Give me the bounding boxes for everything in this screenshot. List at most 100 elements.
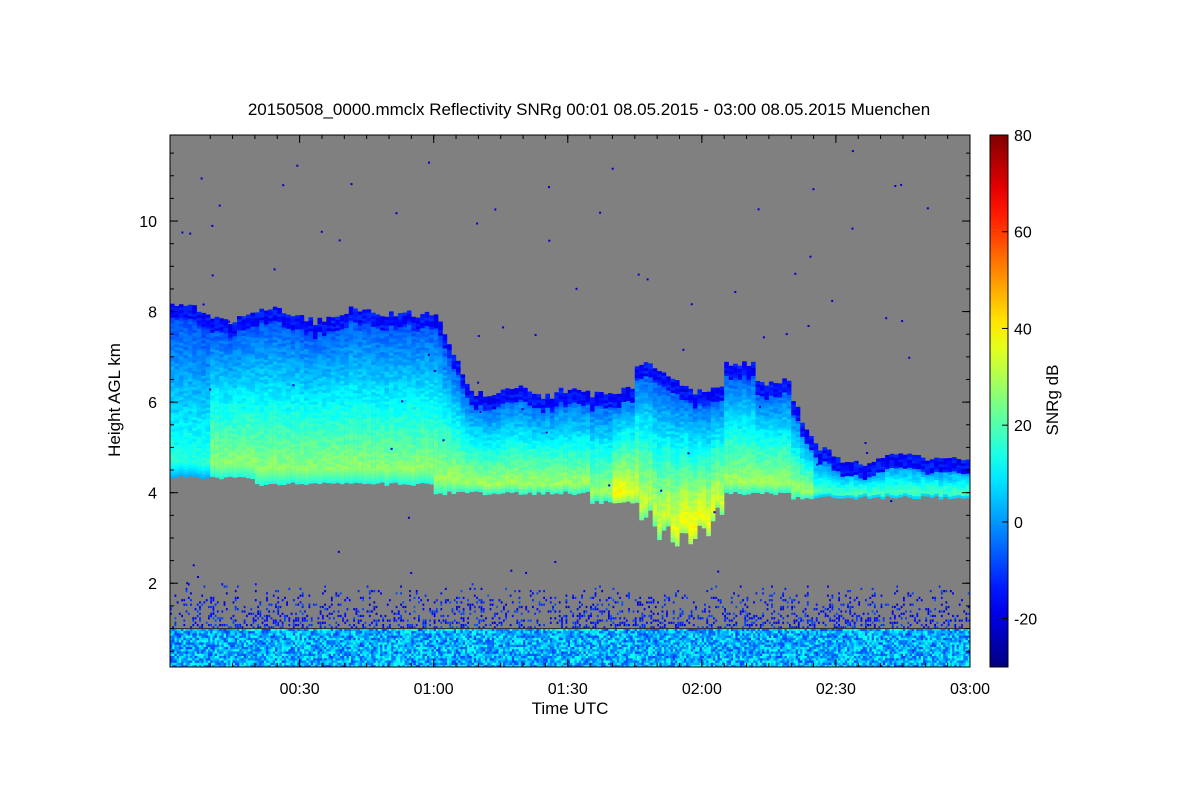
heatmap-cell	[232, 450, 238, 454]
heatmap-cell	[228, 400, 233, 404]
heatmap-cell	[241, 335, 247, 339]
heatmap-cell	[375, 336, 381, 340]
heatmap-cell	[259, 398, 264, 402]
heatmap-cell	[326, 406, 331, 410]
heatmap-cell	[576, 389, 582, 394]
heatmap-cell	[295, 402, 300, 406]
heatmap-cell	[237, 457, 242, 461]
heatmap-cell	[308, 382, 314, 386]
heatmap-cell	[313, 354, 318, 359]
heatmap-cell	[187, 310, 193, 314]
heatmap-cell	[339, 358, 345, 362]
heatmap-cell	[174, 444, 180, 448]
heatmap-cell	[308, 330, 314, 335]
heatmap-cell	[246, 317, 251, 321]
heatmap-cell	[205, 371, 211, 375]
heatmap-cell	[339, 315, 345, 319]
heatmap-cell	[326, 319, 331, 323]
heatmap-cell	[366, 442, 372, 446]
heatmap-cell	[380, 449, 385, 453]
heatmap-cell	[317, 331, 323, 335]
heatmap-cell	[375, 474, 381, 479]
heatmap-cell	[170, 311, 175, 316]
heatmap-cell	[380, 381, 385, 385]
heatmap-cell	[201, 451, 206, 455]
heatmap-cell	[348, 331, 354, 335]
heatmap-cell	[178, 315, 184, 319]
heatmap-cell	[277, 321, 282, 325]
heatmap-cell	[308, 409, 314, 413]
heatmap-cell	[268, 420, 273, 425]
heatmap-cell	[178, 440, 184, 444]
heatmap-cell	[330, 366, 336, 370]
heatmap-cell	[335, 441, 340, 445]
heatmap-cell	[330, 447, 336, 451]
heatmap-cell	[353, 392, 358, 396]
heatmap-cell	[371, 318, 376, 322]
heatmap-cell	[295, 353, 300, 357]
heatmap-cell	[339, 451, 345, 455]
heatmap-cell	[286, 377, 291, 381]
heatmap-cell	[366, 461, 372, 465]
heatmap-cell	[322, 324, 327, 328]
heatmap-cell	[286, 393, 291, 397]
heatmap-cell	[214, 384, 220, 388]
heatmap-cell	[286, 336, 291, 340]
heatmap-cell	[348, 350, 354, 354]
heatmap-cell	[299, 448, 305, 452]
heatmap-cell	[205, 420, 211, 424]
heatmap-cell	[295, 361, 300, 365]
heatmap-cell	[254, 312, 260, 316]
heatmap-cell	[424, 311, 430, 316]
heatmap-cell	[362, 475, 367, 479]
heatmap-cell	[192, 389, 197, 393]
heatmap-cell	[178, 369, 184, 373]
heatmap-cell	[214, 338, 220, 342]
heatmap-cell	[268, 342, 273, 346]
heatmap-cell	[272, 404, 278, 408]
heatmap-cell	[290, 389, 296, 393]
heatmap-cell	[339, 372, 345, 376]
heatmap-cell	[237, 427, 242, 431]
heatmap-cell	[308, 357, 314, 362]
heatmap-cell	[281, 416, 287, 420]
heatmap-cell	[174, 455, 180, 459]
heatmap-cell	[357, 458, 363, 462]
heatmap-cell	[228, 449, 233, 453]
heatmap-cell	[339, 432, 345, 436]
heatmap-cell	[290, 327, 296, 331]
heatmap-cell	[268, 439, 273, 444]
heatmap-cell	[174, 428, 180, 432]
heatmap-cell	[223, 327, 229, 331]
heatmap-cell	[339, 355, 345, 360]
heatmap-cell	[196, 328, 202, 332]
heatmap-cell	[290, 392, 296, 396]
heatmap-cell	[290, 443, 296, 448]
heatmap-cell	[201, 364, 206, 368]
heatmap-cell	[268, 445, 273, 449]
heatmap-cell	[353, 389, 358, 394]
heatmap-cell	[223, 389, 229, 394]
heatmap-cell	[210, 332, 215, 336]
heatmap-cell	[187, 318, 193, 322]
heatmap-cell	[263, 430, 269, 434]
heatmap-cell	[254, 369, 260, 373]
heatmap-cell	[330, 426, 336, 430]
heatmap-cell	[259, 311, 264, 315]
heatmap-cell	[187, 383, 193, 387]
heatmap-cell	[223, 400, 229, 404]
heatmap-cell	[250, 345, 255, 349]
heatmap-cell	[290, 427, 296, 431]
heatmap-cell	[174, 316, 180, 321]
heatmap-cell	[353, 335, 358, 339]
heatmap-cell	[335, 316, 340, 320]
heatmap-cell	[192, 356, 197, 361]
heatmap-cell	[228, 329, 233, 333]
heatmap-cell	[286, 450, 291, 454]
heatmap-cell	[228, 373, 233, 377]
heatmap-cell	[223, 398, 229, 402]
heatmap-cell	[272, 464, 278, 468]
heatmap-cell	[178, 467, 184, 471]
heatmap-cell	[326, 477, 331, 481]
heatmap-cell	[339, 396, 345, 400]
